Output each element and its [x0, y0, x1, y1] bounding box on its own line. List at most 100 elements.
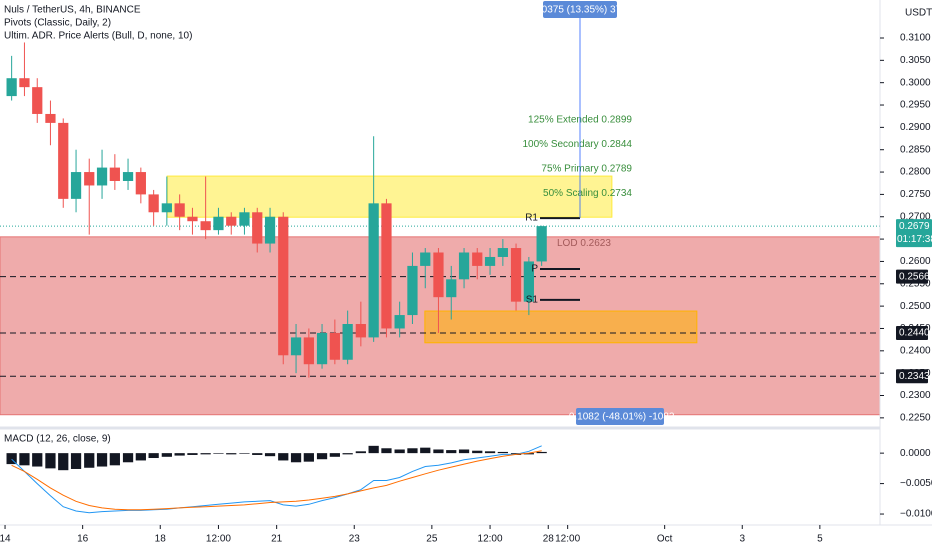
macd-histogram-bar — [523, 453, 534, 455]
candle-body — [329, 332, 340, 360]
macd-histogram-bar — [342, 453, 353, 455]
y-tick-label: 0.2800 — [900, 167, 931, 178]
macd-histogram-bar — [84, 453, 95, 468]
macd-title: MACD (12, 26, close, 9) — [4, 434, 111, 445]
macd-histogram-bar — [433, 449, 444, 454]
price-label: 0.2343 — [899, 371, 930, 382]
candle-body — [226, 216, 237, 226]
candle-body — [174, 203, 185, 217]
macd-y-tick-label: 0.0000 — [900, 448, 931, 459]
y-tick-label: 0.2300 — [900, 390, 931, 401]
chart-title: Nuls / TetherUS, 4h, BINANCE — [4, 5, 141, 16]
fib-label: LOD 0.2623 — [557, 238, 611, 249]
y-tick-label: 0.3100 — [900, 33, 931, 44]
candle-body — [148, 194, 159, 213]
macd-histogram-bar — [226, 453, 237, 455]
indicator-label: Pivots (Classic, Daily, 2) — [4, 18, 111, 29]
macd-histogram-bar — [252, 453, 263, 455]
macd-histogram-bar — [161, 453, 172, 457]
y-tick-label: 0.2950 — [900, 100, 931, 111]
x-tick-label: 16 — [77, 534, 89, 545]
candle-body — [420, 252, 431, 266]
zone — [424, 310, 698, 344]
y-tick-label: 0.2900 — [900, 122, 931, 133]
y-tick-label: 0.3000 — [900, 77, 931, 88]
candle-body — [342, 324, 353, 360]
x-tick-label: Oct — [657, 534, 673, 545]
macd-histogram-bar — [70, 453, 82, 469]
fib-label: 100% Secondary 0.2844 — [522, 139, 632, 150]
macd-histogram-bar — [446, 450, 457, 454]
x-tick-label: 25 — [426, 534, 438, 545]
macd-histogram-bar — [381, 448, 392, 454]
macd-histogram-bar — [329, 453, 340, 457]
macd-y-tick-label: −0.0100 — [900, 509, 932, 520]
macd-histogram-bar — [200, 453, 211, 455]
candle-body — [122, 172, 134, 181]
macd-histogram-bar — [264, 453, 276, 457]
macd-histogram-bar — [239, 453, 250, 454]
candle-body — [368, 203, 379, 338]
candle-body — [394, 315, 405, 329]
price-label-box — [896, 369, 928, 384]
macd-histogram-bar — [536, 451, 547, 454]
candle-body — [187, 216, 198, 222]
y-tick-label: 0.2700 — [900, 211, 931, 222]
macd-histogram-bar — [32, 453, 43, 467]
macd-histogram-bar — [472, 450, 483, 454]
candle-body — [407, 265, 418, 316]
macd-histogram-bar — [278, 453, 289, 461]
x-tick-label: 18 — [155, 534, 167, 545]
measure-label: 0.0375 (13.35%) 375 — [533, 5, 627, 16]
fib-label: 50% Scaling 0.2734 — [543, 188, 632, 199]
current-price-label: 0.2679 — [899, 221, 930, 232]
x-tick-label: 28 — [543, 534, 555, 545]
macd-histogram-bar — [174, 453, 185, 456]
macd-histogram-bar — [213, 453, 224, 454]
candle-body — [135, 172, 146, 195]
macd-histogram-bar — [484, 451, 496, 454]
macd-histogram-bar — [58, 453, 69, 471]
macd-histogram-bar — [187, 453, 198, 455]
candle-body — [200, 221, 211, 231]
price-label: 0.2440 — [899, 328, 930, 339]
macd-histogram-bar — [316, 453, 328, 460]
x-tick-label: 12:00 — [206, 534, 231, 545]
y-tick-label: 0.2550 — [900, 278, 931, 289]
candle-body — [523, 261, 534, 302]
candle-body — [472, 252, 483, 266]
macd-histogram-bar — [148, 453, 159, 459]
macd-histogram-bar — [497, 451, 508, 454]
macd-y-tick-label: −0.0050 — [900, 478, 932, 489]
pivot-label: R1 — [525, 213, 538, 224]
indicator-label: Ultim. ADR. Price Alerts (Bull, D, none,… — [4, 31, 192, 42]
pivot-label: P — [531, 264, 538, 275]
y-tick-label: 0.2600 — [900, 256, 931, 267]
candle-body — [96, 167, 108, 186]
candle-body — [458, 252, 470, 280]
candle-body — [510, 248, 522, 302]
macd-histogram-bar — [135, 453, 146, 461]
candle-body — [109, 167, 120, 181]
candle-body — [45, 113, 56, 123]
candle-body — [290, 337, 302, 356]
candle-body — [433, 252, 444, 298]
measure-label: -0.1082 (-48.01%) -1082 — [566, 412, 675, 423]
candle-body — [239, 212, 250, 226]
macd-histogram-bar — [303, 453, 314, 462]
x-tick-label: 12:00 — [478, 534, 503, 545]
measure-box — [576, 408, 664, 425]
y-tick-label: 0.2400 — [900, 345, 931, 356]
candle-body — [70, 172, 82, 199]
macd-histogram-bar — [458, 449, 470, 454]
candle-body — [278, 216, 289, 356]
x-tick-label: 5 — [817, 534, 823, 545]
price-label: 0.2566 — [899, 271, 930, 282]
macd-histogram-bar — [122, 453, 134, 463]
macd-histogram-bar — [96, 453, 108, 467]
candle-body — [161, 203, 172, 213]
macd-histogram-bar — [290, 453, 302, 463]
countdown-label: 01:17:38 — [897, 234, 932, 245]
